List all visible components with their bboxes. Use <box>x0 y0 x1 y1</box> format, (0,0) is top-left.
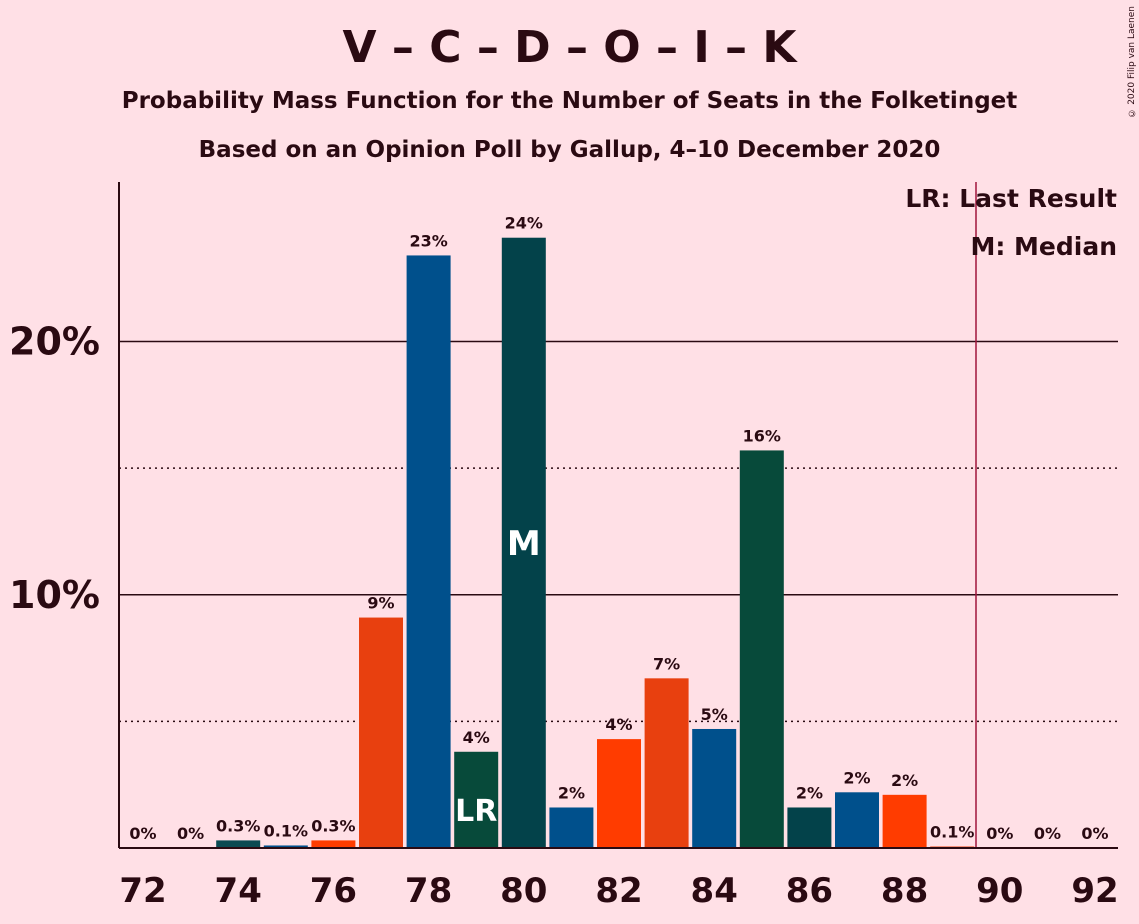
median-marker: M <box>507 524 541 564</box>
legend-last-result: LR: Last Result <box>905 184 1117 213</box>
legend-median: M: Median <box>970 232 1117 261</box>
bar-74 <box>216 840 261 848</box>
x-tick-label: 88 <box>881 871 928 911</box>
y-tick-label: 20% <box>9 320 100 364</box>
bar-label-92: 0% <box>1081 824 1108 843</box>
bar-label-79: 4% <box>463 728 490 747</box>
bar-81 <box>549 807 594 848</box>
bar-86 <box>787 807 832 848</box>
x-tick-label: 84 <box>691 871 738 911</box>
bar-label-86: 2% <box>796 783 823 802</box>
bar-label-73: 0% <box>177 824 204 843</box>
bar-label-76: 0.3% <box>311 816 355 835</box>
x-tick-label: 90 <box>976 871 1023 911</box>
bar-label-87: 2% <box>843 768 870 787</box>
x-tick-label: 92 <box>1071 871 1118 911</box>
bar-label-81: 2% <box>558 783 585 802</box>
y-tick-label: 10% <box>9 573 100 617</box>
x-tick-label: 72 <box>119 871 166 911</box>
bar-value-labels: 0% 0% 0.3% 0.1% 0.3%9%23%4%LR24%M2%4%7%5%16%… <box>129 214 1108 843</box>
bar-label-78: 23% <box>409 231 447 250</box>
last-result-marker: LR <box>455 794 497 829</box>
bar-label-89: 0.1% <box>930 823 974 842</box>
x-tick-label: 76 <box>310 871 357 911</box>
bar-label-74: 0.3% <box>216 816 260 835</box>
bar-label-72: 0% <box>129 824 156 843</box>
chart-subtitle-source: Based on an Opinion Poll by Gallup, 4–10… <box>198 137 941 163</box>
bar-80 <box>501 237 546 848</box>
bar-76 <box>311 840 356 848</box>
bar-82 <box>597 739 641 848</box>
bar-label-75: 0.1% <box>264 821 308 840</box>
bar-85 <box>739 450 784 848</box>
bar-79 <box>454 751 499 848</box>
bar-77 <box>359 617 403 848</box>
bar-label-85: 16% <box>743 426 781 445</box>
bar-88 <box>882 794 927 848</box>
bar-75 <box>263 845 308 848</box>
chart-title: V – C – D – O – I – K <box>342 22 797 73</box>
bar-84 <box>692 728 737 848</box>
x-tick-label: 86 <box>786 871 833 911</box>
bar-label-90: 0% <box>986 824 1013 843</box>
bar-78 <box>406 255 451 848</box>
x-tick-label: 80 <box>500 871 547 911</box>
x-tick-label: 78 <box>405 871 452 911</box>
x-tick-label: 82 <box>595 871 642 911</box>
bar-label-88: 2% <box>891 771 918 790</box>
bar-label-80: 24% <box>505 214 543 233</box>
x-tick-label: 74 <box>215 871 262 911</box>
bar-label-77: 9% <box>367 594 394 613</box>
bar-label-84: 5% <box>701 705 728 724</box>
bar-label-91: 0% <box>1034 824 1061 843</box>
bar-83 <box>644 678 689 848</box>
bar-label-83: 7% <box>653 654 680 673</box>
bar-label-82: 4% <box>605 715 632 734</box>
axes: 72 74 76 78 80 82 84 86 88 90 92 10% 20% <box>9 182 1119 911</box>
bar-87 <box>835 792 879 848</box>
gridlines <box>119 340 1118 723</box>
chart-subtitle: Probability Mass Function for the Number… <box>121 88 1018 114</box>
bars <box>216 237 975 848</box>
